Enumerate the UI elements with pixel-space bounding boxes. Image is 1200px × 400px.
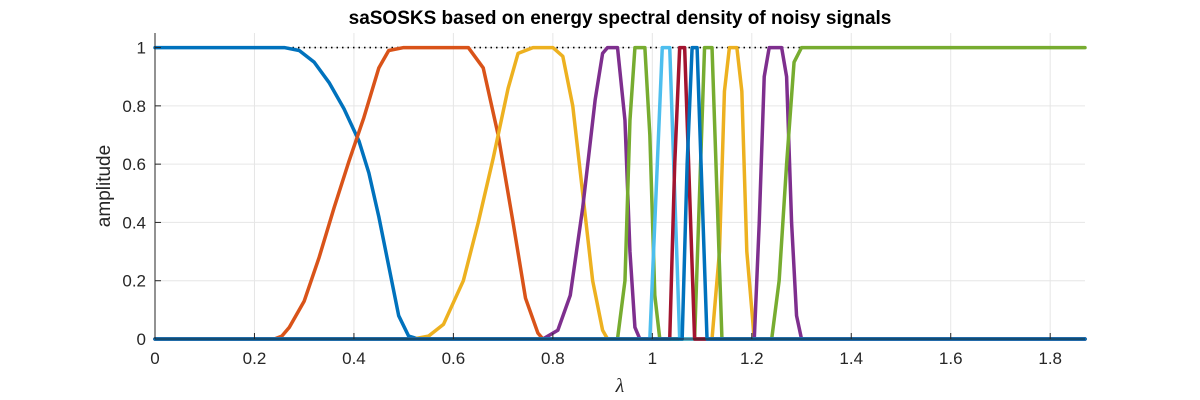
x-tick-label: 1.8 bbox=[1038, 349, 1062, 368]
x-tick-label: 0.4 bbox=[342, 349, 366, 368]
series-line-8 bbox=[153, 45, 1087, 341]
x-tick-label: 0.6 bbox=[442, 349, 466, 368]
x-tick-label: 1.6 bbox=[939, 349, 963, 368]
series-line-5 bbox=[153, 45, 1087, 341]
y-tick-label: 0 bbox=[137, 330, 146, 349]
y-tick-label: 0.4 bbox=[122, 213, 146, 232]
x-tick-label: 0.2 bbox=[243, 349, 267, 368]
grid-layer bbox=[155, 33, 1085, 339]
series-line-6 bbox=[153, 45, 1087, 341]
chart-title: saSOSKS based on energy spectral density… bbox=[349, 8, 892, 29]
series-line-1 bbox=[153, 45, 1087, 341]
series-line-7 bbox=[153, 45, 1087, 341]
y-axis-label: amplitude bbox=[94, 145, 115, 227]
series-line-3 bbox=[153, 45, 1087, 341]
x-tick-label: 1.2 bbox=[740, 349, 764, 368]
y-tick-label: 1 bbox=[137, 39, 146, 58]
series-line-2 bbox=[153, 45, 1087, 341]
axes-layer bbox=[154, 33, 1085, 340]
series-layer bbox=[153, 45, 1087, 341]
x-tick-label: 1 bbox=[648, 349, 657, 368]
x-tick-label: 0 bbox=[150, 349, 159, 368]
y-tick-label: 0.2 bbox=[122, 272, 146, 291]
y-tick-label: 0.6 bbox=[122, 155, 146, 174]
ticks-layer: 0 0.2 0.4 0.6 0.8 1 1.2 1.4 1.6 1.8 0 0.2 0.4 0.6 0.8 1 bbox=[122, 39, 1062, 368]
y-tick-label: 0.8 bbox=[122, 97, 146, 116]
x-axis-label: λ bbox=[615, 375, 625, 397]
x-tick-label: 0.8 bbox=[541, 349, 565, 368]
x-tick-label: 1.4 bbox=[839, 349, 863, 368]
